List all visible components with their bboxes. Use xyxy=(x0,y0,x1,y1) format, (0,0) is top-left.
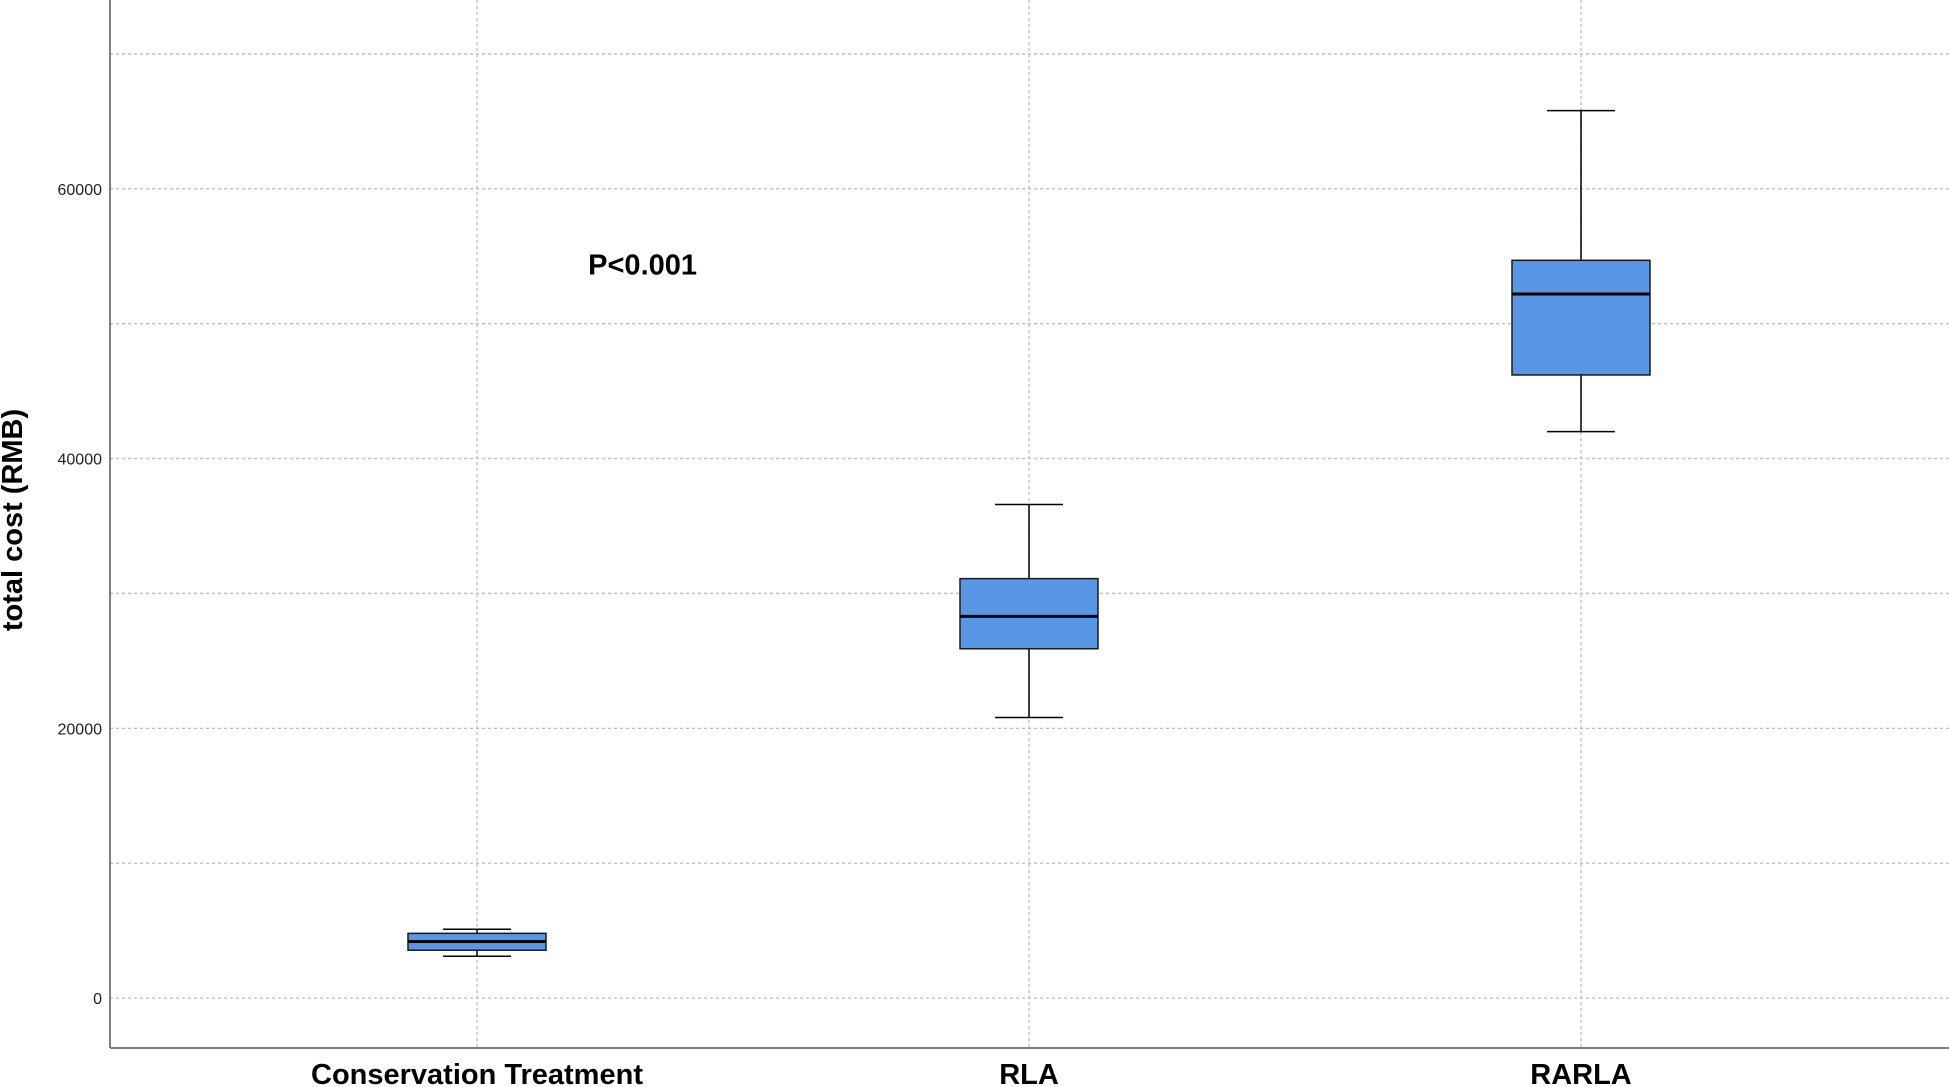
y-tick-label: 60000 xyxy=(58,182,103,199)
y-tick-label: 20000 xyxy=(58,721,103,738)
x-category-label: Conservation Treatment xyxy=(311,1059,643,1087)
y-tick-label: 40000 xyxy=(58,452,103,469)
y-axis-title: total cost (RMB) xyxy=(0,409,29,631)
p-value-annotation: P<0.001 xyxy=(588,249,697,281)
x-category-label: RLA xyxy=(999,1059,1059,1087)
box-group xyxy=(959,503,1099,719)
axis-layer xyxy=(109,0,1949,1049)
x-category-label: RARLA xyxy=(1530,1059,1632,1087)
box-layer xyxy=(407,109,1651,958)
box-group xyxy=(1511,109,1651,433)
y-tick-label: 0 xyxy=(93,991,102,1008)
box-group xyxy=(407,928,547,958)
iqr-box xyxy=(959,577,1099,650)
iqr-box xyxy=(1511,259,1651,376)
label-layer: 0 20000 40000 60000 Conservation Treatment RL… xyxy=(58,182,1632,1087)
grid-layer xyxy=(110,0,1949,1048)
